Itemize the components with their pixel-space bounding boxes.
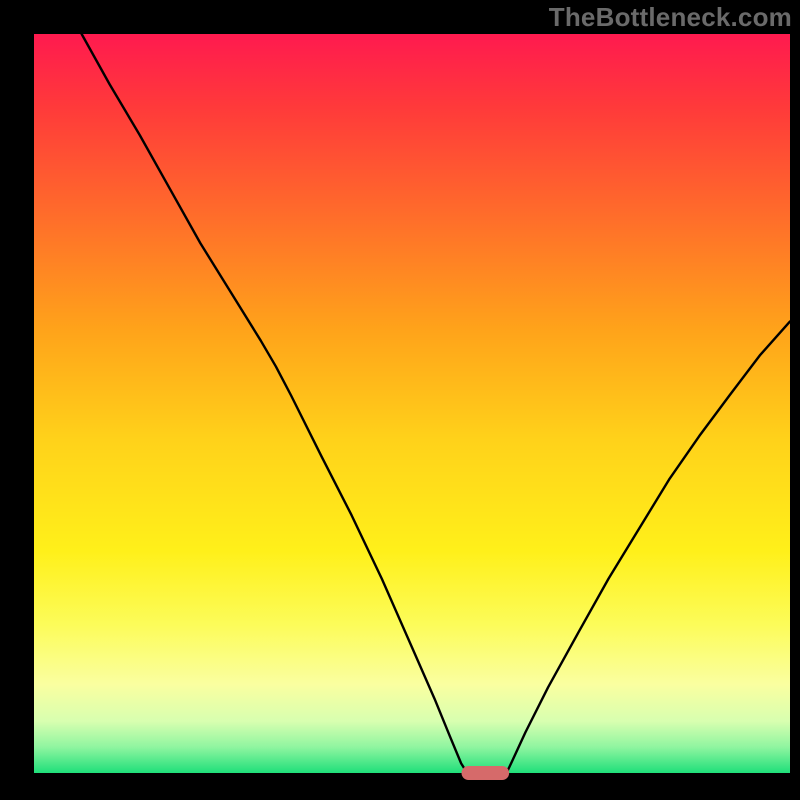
chart-svg bbox=[0, 0, 800, 800]
optimal-marker bbox=[462, 766, 510, 780]
bottleneck-chart: TheBottleneck.com bbox=[0, 0, 800, 800]
plot-background bbox=[34, 34, 790, 773]
watermark-label: TheBottleneck.com bbox=[549, 2, 792, 33]
